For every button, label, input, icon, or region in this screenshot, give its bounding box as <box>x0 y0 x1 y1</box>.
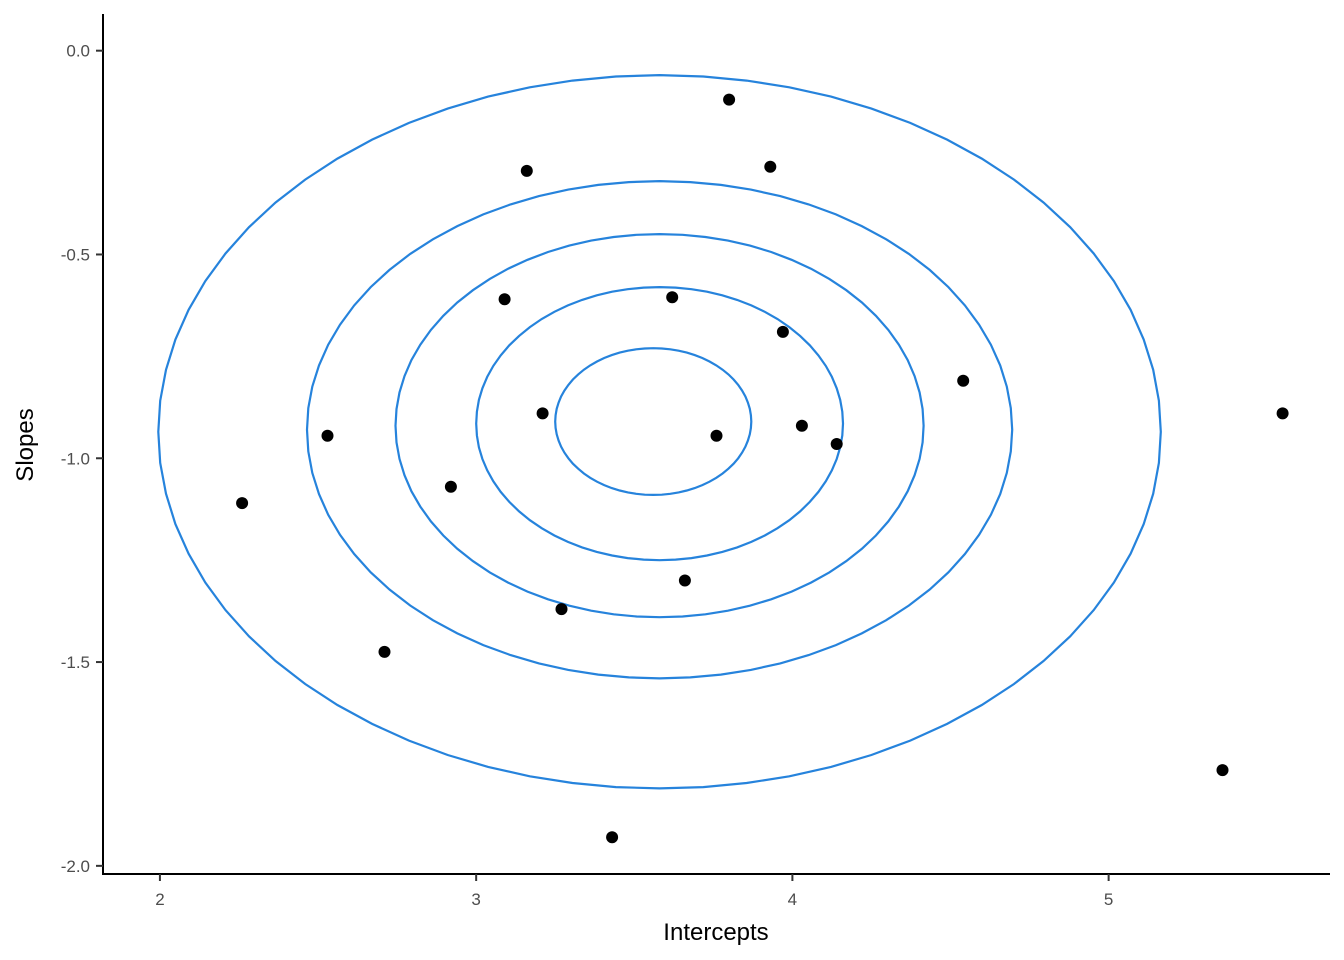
scatter-point <box>776 325 789 338</box>
scatter-point <box>764 160 777 173</box>
scatter-point <box>536 407 549 420</box>
scatter-point <box>498 293 511 306</box>
density-contours <box>157 73 1162 790</box>
scatter-point <box>321 429 334 442</box>
x-axis-ticks: 2 3 4 5 <box>155 874 1113 909</box>
scatter-point <box>520 164 533 177</box>
scatter-point <box>795 419 808 432</box>
scatter-point <box>555 603 568 616</box>
scatter-point <box>1216 764 1229 777</box>
scatter-point <box>236 497 249 510</box>
contour-ring-3 <box>394 232 925 619</box>
y-axis-ticks: 0.0 -0.5 -1.0 -1.5 -2.0 <box>61 42 103 876</box>
contour-ring-4 <box>305 179 1014 680</box>
scatter-point <box>723 93 736 106</box>
y-tick-label: -0.5 <box>61 245 90 264</box>
scatter-point <box>1276 407 1289 420</box>
x-tick-label: 4 <box>788 890 797 909</box>
x-tick-label: 5 <box>1104 890 1113 909</box>
contour-ring-5 <box>157 73 1162 790</box>
scatter-point <box>710 429 723 442</box>
x-tick-label: 2 <box>155 890 164 909</box>
scatter-point <box>957 374 970 387</box>
scatter-point <box>606 831 619 844</box>
scatter-point <box>678 574 691 587</box>
x-tick-label: 3 <box>471 890 480 909</box>
y-tick-label: 0.0 <box>66 42 90 61</box>
x-axis-title: Intercepts <box>663 919 768 946</box>
scatter-point <box>444 480 457 493</box>
scatter-point <box>378 645 391 658</box>
y-axis-title: Slopes <box>12 408 39 481</box>
scatter-points <box>236 93 1289 844</box>
scatter-point <box>666 291 679 304</box>
y-tick-label: -1.0 <box>61 449 90 468</box>
y-tick-label: -1.5 <box>61 653 90 672</box>
scatter-point <box>830 438 843 450</box>
y-tick-label: -2.0 <box>61 857 90 876</box>
contour-ring-1 <box>554 347 753 497</box>
contour-ring-2 <box>475 285 845 562</box>
